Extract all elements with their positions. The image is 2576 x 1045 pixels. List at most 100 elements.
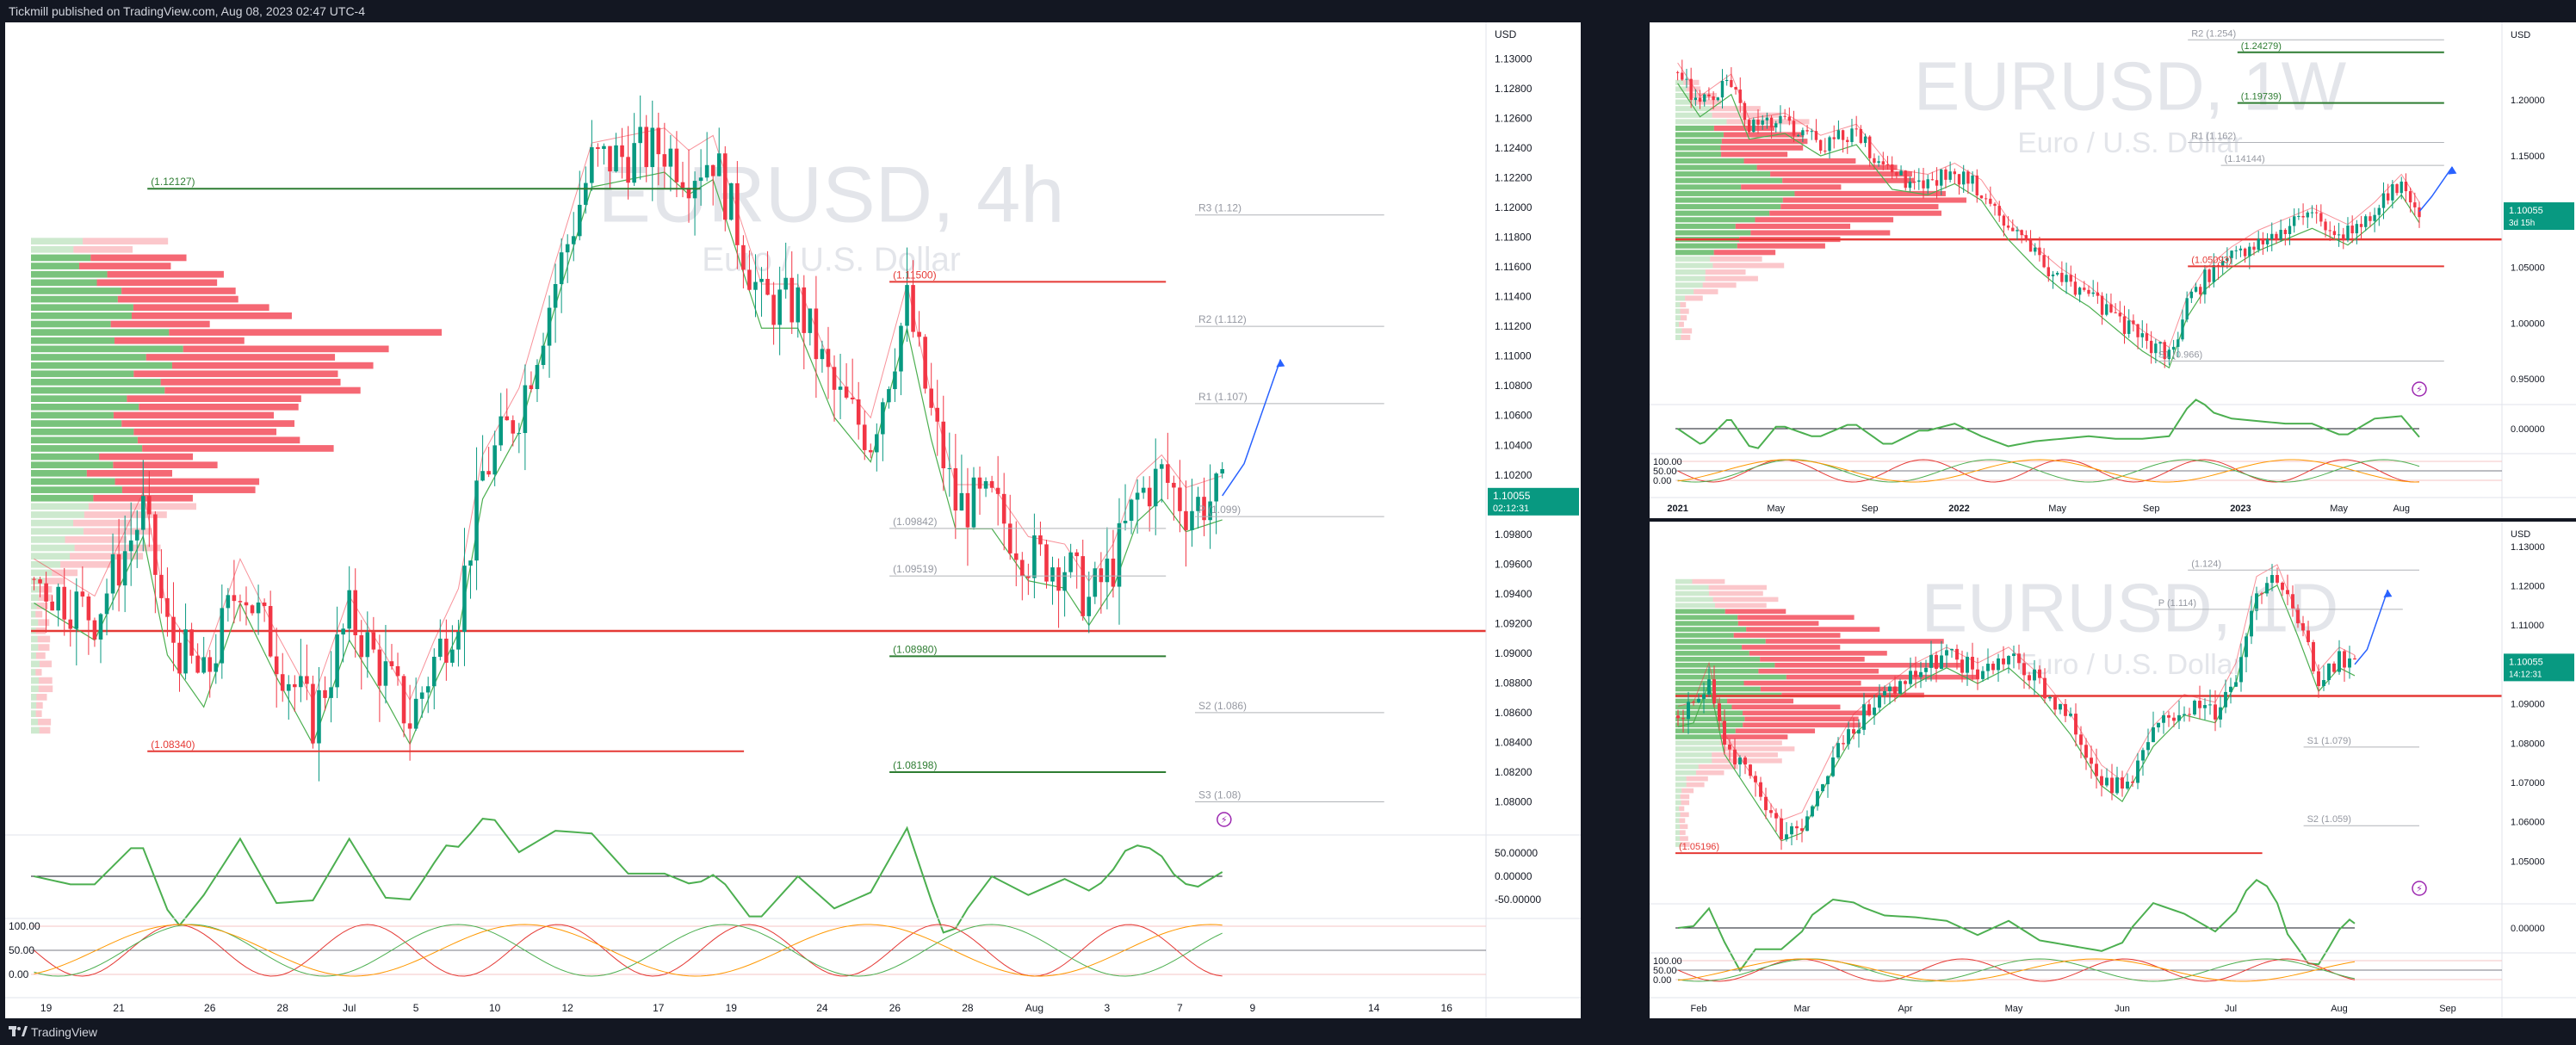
- price-tick-label: 1.05000: [2511, 856, 2545, 867]
- volume-profile-buy-bar: [1675, 770, 1696, 776]
- candle-body: [425, 686, 430, 693]
- volume-profile-buy-bar: [1675, 764, 1699, 770]
- candle-body: [820, 349, 825, 360]
- candle-body: [1769, 810, 1773, 813]
- candle-body: [1859, 128, 1863, 144]
- candle-body: [110, 553, 115, 594]
- candle-body: [620, 145, 624, 158]
- candle-body: [2265, 238, 2269, 244]
- stochastic-line: [34, 924, 1223, 977]
- oscillator-tick-label: 50.00000: [1495, 847, 1538, 859]
- projection-arrowhead: [2448, 166, 2457, 175]
- candle-body: [565, 244, 570, 253]
- price-level-label: (1.08198): [893, 759, 937, 771]
- volume-profile-sell-bar: [121, 486, 256, 493]
- candle-body: [395, 665, 400, 677]
- chart-pane-1w[interactable]: EURUSD, 1W Euro / U.S. Dollar R2 (1.254) (1…: [1650, 22, 2576, 518]
- candle-body: [444, 638, 449, 663]
- projection-path: [2418, 166, 2454, 213]
- volume-profile-buy-bar: [31, 585, 40, 593]
- candle-body: [1712, 679, 1716, 704]
- time-tick-label: May: [2048, 504, 2066, 514]
- volume-profile-sell-bar: [131, 312, 292, 319]
- candle-body: [407, 723, 412, 729]
- volume-profile-buy-bar: [1675, 621, 1738, 626]
- candle-body: [189, 629, 194, 656]
- candle-body: [917, 331, 921, 337]
- volume-profile-buy-bar: [31, 345, 183, 353]
- stochastic-line: [1677, 958, 2356, 982]
- volume-profile-sell-bar: [1681, 842, 1690, 847]
- candle-body: [1962, 171, 1966, 185]
- tradingview-footer: TradingView: [0, 1018, 2576, 1045]
- chart-pane-4h[interactable]: EURUSD, 4h Euro / U.S. Dollar (1.12127) R3 …: [5, 22, 1581, 1018]
- candle-body: [741, 244, 746, 270]
- volume-profile-sell-bar: [1756, 164, 1898, 170]
- stochastic-tick-label: 100.00: [9, 920, 40, 932]
- candle-body: [2162, 714, 2165, 723]
- candle-body: [1147, 487, 1152, 507]
- volume-profile-buy-bar: [1675, 578, 1693, 584]
- candle-body: [2121, 777, 2124, 789]
- candle-body: [1676, 715, 1680, 719]
- volume-profile-buy-bar: [1675, 836, 1681, 841]
- candle-body: [2391, 184, 2394, 201]
- candle-body: [2149, 340, 2153, 354]
- candle-body: [596, 147, 600, 150]
- candle-body: [614, 145, 618, 172]
- volume-profile-sell-bar: [86, 469, 173, 477]
- candle-body: [887, 389, 891, 403]
- stochastic-line: [1677, 459, 2420, 483]
- candle-body: [262, 602, 267, 607]
- volume-profile-sell-bar: [1712, 112, 1781, 118]
- candle-body: [911, 285, 915, 332]
- time-tick-label: Sep: [2143, 504, 2160, 514]
- candle-body: [1007, 523, 1012, 553]
- volume-profile-buy-bar: [31, 320, 111, 328]
- volume-profile-buy-bar: [1675, 651, 1749, 656]
- time-tick-label: 28: [962, 1002, 974, 1014]
- candle-body: [492, 445, 497, 475]
- candle-body: [2291, 594, 2294, 609]
- candle-body: [1166, 464, 1170, 483]
- candle-body: [153, 514, 158, 575]
- candle-body: [1831, 757, 1835, 776]
- candle-body: [1765, 117, 1769, 121]
- stochastic-tick-label: 100.00: [1653, 457, 1682, 467]
- chart-pane-1d[interactable]: EURUSD, 1D Euro / U.S. Dollar P (1.114) (1.…: [1650, 522, 2576, 1018]
- time-tick-label: 14: [1368, 1002, 1380, 1014]
- volume-profile-buy-bar: [31, 569, 53, 577]
- volume-profile-buy-bar: [31, 461, 114, 469]
- candle-body: [2265, 583, 2269, 594]
- candle-body: [2189, 291, 2194, 299]
- candle-body: [1697, 698, 1700, 702]
- candle-body: [2109, 304, 2113, 312]
- candle-body: [2297, 215, 2300, 217]
- candle-body: [868, 449, 873, 453]
- volume-profile-buy-bar: [1675, 824, 1681, 830]
- volume-profile-buy-bar: [31, 652, 36, 659]
- candle-body: [311, 683, 315, 744]
- candle-body: [1730, 79, 1733, 87]
- time-tick-label: Aug: [2331, 1004, 2348, 1014]
- candle-body: [2100, 295, 2104, 315]
- candle-body: [1908, 182, 1912, 189]
- candle-body: [2022, 663, 2026, 676]
- volume-profile-sell-bar: [52, 569, 78, 577]
- volume-profile-sell-bar: [1680, 794, 1690, 800]
- stochastic-line: [1677, 958, 2356, 982]
- candle-body: [1783, 115, 1786, 117]
- volume-profile-sell-bar: [1782, 177, 1914, 183]
- volume-profile-sell-bar: [38, 644, 50, 651]
- candle-body: [2214, 704, 2217, 720]
- candle-body: [207, 657, 213, 672]
- candle-body: [2091, 292, 2095, 294]
- volume-profile-buy-bar: [1675, 639, 1766, 644]
- candle-body: [474, 480, 479, 561]
- volume-profile-buy-bar: [31, 669, 36, 676]
- volume-profile-sell-bar: [70, 553, 144, 560]
- candle-body: [790, 277, 795, 323]
